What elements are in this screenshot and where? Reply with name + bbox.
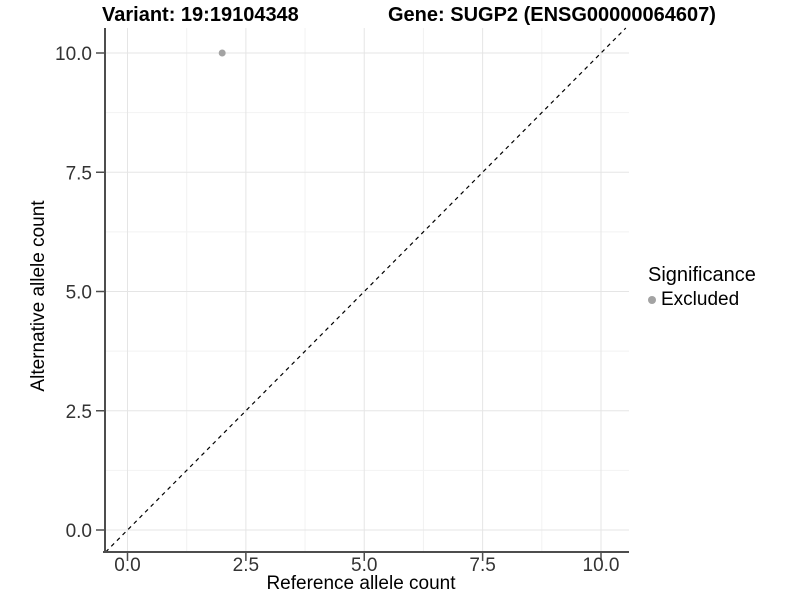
legend-entry-excluded: Excluded — [648, 289, 798, 310]
y-tick-label: 2.5 — [66, 402, 92, 423]
data-point — [218, 49, 226, 57]
plot-title-gene: Gene: SUGP2 (ENSG00000064607) — [388, 4, 716, 26]
legend: Significance Excluded — [648, 264, 798, 310]
x-axis-title: Reference allele count — [266, 573, 456, 594]
y-tick-label: 0.0 — [66, 521, 92, 542]
plot-title-variant: Variant: 19:19104348 — [102, 4, 299, 26]
x-tick-label: 0.0 — [114, 555, 140, 576]
x-tick-label: 2.5 — [233, 555, 259, 576]
legend-entry-label: Excluded — [661, 289, 740, 310]
x-tick-label: 5.0 — [351, 555, 377, 576]
legend-point-icon — [648, 295, 656, 304]
identity-line — [105, 27, 627, 553]
x-tick-label: 10.0 — [583, 555, 620, 576]
y-axis-title: Alternative allele count — [28, 200, 49, 392]
x-tick-label: 7.5 — [469, 555, 495, 576]
y-tick-label: 10.0 — [55, 44, 92, 65]
y-tick-label: 7.5 — [66, 163, 92, 184]
legend-title: Significance — [648, 264, 756, 286]
y-tick-label: 5.0 — [66, 283, 92, 304]
